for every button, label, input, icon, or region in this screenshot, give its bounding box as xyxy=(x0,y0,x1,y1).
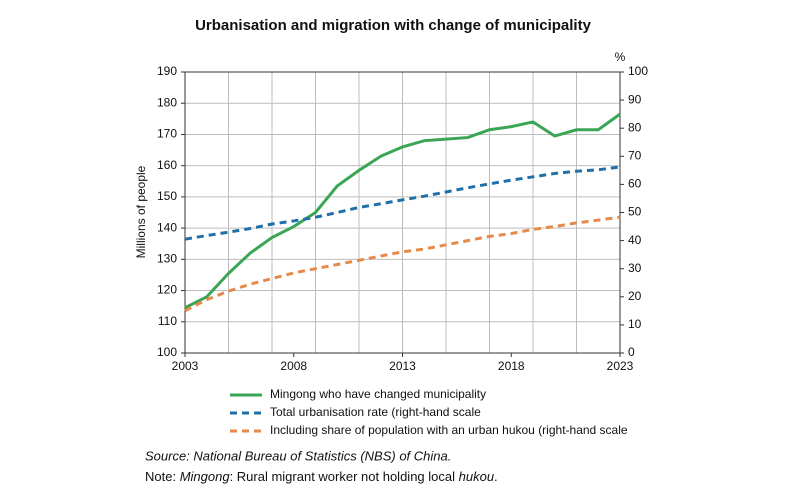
y2-tick-label: 40 xyxy=(628,233,642,247)
y-tick-label: 100 xyxy=(157,345,177,359)
y-tick-label: 160 xyxy=(157,158,177,172)
legend-label: Mingong who have changed municipality xyxy=(270,387,486,401)
x-tick-label: 2008 xyxy=(280,359,307,373)
y2-tick-label: 90 xyxy=(628,92,642,106)
y-tick-label: 170 xyxy=(157,127,177,141)
y-tick-label: 110 xyxy=(158,314,177,328)
y2-tick-label: 60 xyxy=(628,177,642,191)
y-tick-label: 130 xyxy=(157,252,177,266)
y-axis-label: Millions of people xyxy=(134,165,148,258)
y2-tick-label: 20 xyxy=(628,289,642,303)
chart-title: Urbanisation and migration with change o… xyxy=(195,17,592,34)
note-text: . xyxy=(494,469,498,484)
y-tick-label: 150 xyxy=(157,189,177,203)
series-line xyxy=(184,215,621,313)
y2-tick-label: 10 xyxy=(628,317,642,331)
y-tick-label: 190 xyxy=(157,64,177,78)
note-text: Note: xyxy=(145,469,180,484)
x-tick-label: 2013 xyxy=(389,359,416,373)
y-tick-label: 120 xyxy=(157,283,177,297)
y2-tick-label: 50 xyxy=(628,205,642,219)
source: Source: National Bureau of Statistics (N… xyxy=(145,448,451,463)
note-text: : Rural migrant worker not holding local xyxy=(230,469,459,484)
y-tick-label: 180 xyxy=(157,95,177,109)
x-tick-label: 2023 xyxy=(607,359,634,373)
y2-axis-label: % xyxy=(615,50,626,64)
x-tick-label: 2018 xyxy=(498,359,525,373)
legend-label: Total urbanisation rate (right-hand scal… xyxy=(270,405,481,419)
note: Note: Mingong: Rural migrant worker not … xyxy=(145,469,498,484)
y2-tick-label: 0 xyxy=(628,345,635,359)
legend-label: Including share of population with an ur… xyxy=(270,423,628,437)
y-tick-label: 140 xyxy=(157,220,177,234)
y2-tick-label: 100 xyxy=(628,64,648,78)
series-line xyxy=(184,165,621,241)
note-text: hukou xyxy=(459,469,494,484)
y2-tick-label: 80 xyxy=(628,120,642,134)
x-tick-label: 2003 xyxy=(172,359,199,373)
note-text: Mingong xyxy=(180,469,231,484)
series-line xyxy=(184,112,621,310)
y2-tick-label: 30 xyxy=(628,261,642,275)
y2-tick-label: 70 xyxy=(628,148,642,162)
